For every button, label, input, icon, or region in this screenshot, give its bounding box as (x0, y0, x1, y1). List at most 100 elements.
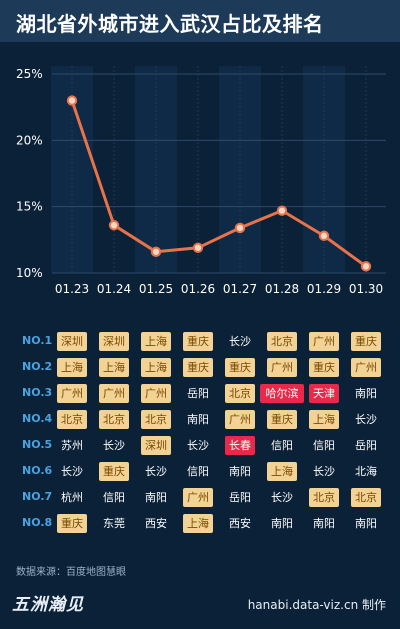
rank-cell: 广州 (183, 488, 213, 507)
rank-row: NO.2 上海 上海 上海 重庆 重庆 广州 重庆 广州 (0, 356, 400, 380)
line-chart: 10% 15% 20% 25% 01.23 01.24 01.25 01.26 01.27 01.… (16, 66, 386, 296)
rank-cell: 北京 (57, 410, 87, 429)
column-band (219, 66, 261, 273)
rank-label: NO.8 (22, 516, 53, 529)
rank-cell: 长沙 (103, 439, 125, 452)
rank-cell: 北京 (267, 332, 297, 351)
rank-cell: 重庆 (267, 410, 297, 429)
rank-cell: 上海 (57, 358, 87, 377)
rank-cell: 深圳 (57, 332, 87, 351)
rank-cell: 重庆 (225, 358, 255, 377)
x-tick-label: 01.28 (265, 282, 299, 296)
rank-cell: 深圳 (99, 332, 129, 351)
x-tick-label: 01.25 (139, 282, 173, 296)
rank-cell: 重庆 (309, 358, 339, 377)
y-tick-label: 25% (16, 67, 43, 81)
rank-cell: 信阳 (271, 439, 293, 452)
rank-label: NO.6 (22, 464, 53, 477)
rank-cell: 长沙 (229, 335, 251, 348)
series-line (70, 99, 368, 268)
rank-cell: 西安 (229, 517, 251, 530)
data-point (276, 205, 288, 216)
rank-cell: 上海 (183, 514, 213, 533)
rank-cell: 广州 (99, 384, 129, 403)
rank-cell: 重庆 (99, 462, 129, 481)
x-tick-label: 01.24 (97, 282, 131, 296)
data-point (318, 230, 330, 242)
rank-cell: 南阳 (187, 413, 209, 426)
rank-label: NO.3 (22, 386, 53, 399)
rank-cell: 信阳 (313, 439, 335, 452)
rank-row: NO.1 深圳 深圳 上海 重庆 长沙 北京 广州 重庆 (0, 330, 400, 354)
rank-cell: 重庆 (183, 358, 213, 377)
rank-label: NO.4 (22, 412, 53, 425)
x-tick-label: 01.27 (223, 282, 257, 296)
rank-cell: 西安 (145, 517, 167, 530)
rank-row: NO.4 北京 北京 北京 南阳 广州 重庆 上海 长沙 (0, 408, 400, 432)
rank-cell: 广州 (309, 332, 339, 351)
rank-cell: 南阳 (271, 517, 293, 530)
rank-cell: 广州 (351, 358, 381, 377)
data-point (360, 261, 372, 272)
rank-label: NO.5 (22, 438, 53, 451)
rank-cell: 重庆 (351, 332, 381, 351)
rank-label: NO.7 (22, 490, 53, 503)
rank-cell: 岳阳 (229, 491, 251, 504)
rank-row: NO.6 长沙 重庆 长沙 信阳 南阳 上海 长沙 北海 (0, 460, 400, 484)
rank-cell: 天津 (309, 384, 339, 403)
rank-cell: 广州 (141, 384, 171, 403)
rank-cell: 上海 (309, 410, 339, 429)
rank-row: NO.8 重庆 东莞 西安 上海 西安 南阳 南阳 南阳 (0, 512, 400, 536)
rank-cell: 苏州 (61, 439, 83, 452)
data-point (66, 95, 78, 106)
rank-cell: 长沙 (313, 465, 335, 478)
rank-cell: 长沙 (271, 491, 293, 504)
rank-row: NO.3 广州 广州 广州 岳阳 北京 哈尔滨 天津 南阳 (0, 382, 400, 406)
rank-cell: 岳阳 (355, 439, 377, 452)
rank-cell: 南阳 (313, 517, 335, 530)
rank-cell: 上海 (99, 358, 129, 377)
rank-cell: 北京 (351, 488, 381, 507)
rank-cell: 上海 (141, 358, 171, 377)
column-band (303, 66, 345, 273)
y-tick-label: 10% (16, 266, 43, 280)
rank-cell: 北海 (355, 465, 377, 478)
rank-cell: 北京 (309, 488, 339, 507)
rank-cell: 广州 (267, 358, 297, 377)
rank-cell: 杭州 (61, 491, 83, 504)
rank-cell: 上海 (267, 462, 297, 481)
rank-cell: 广州 (57, 384, 87, 403)
rank-cell: 信阳 (103, 491, 125, 504)
header-bar: 湖北省外城市进入武汉占比及排名 (0, 0, 400, 42)
data-point (192, 242, 204, 253)
credit-text: hanabi.data-viz.cn 制作 (247, 598, 386, 612)
data-point (108, 220, 120, 231)
x-tick-label: 01.30 (349, 282, 383, 296)
brand-logo: 五洲瀚见 (12, 595, 84, 615)
rank-cell: 南阳 (145, 491, 167, 504)
rank-cell: 北京 (141, 410, 171, 429)
rank-cell: 长沙 (145, 465, 167, 478)
rank-cell: 南阳 (355, 387, 377, 400)
rank-cell: 北京 (225, 384, 255, 403)
rank-cell: 长沙 (355, 413, 377, 426)
rank-cell: 南阳 (355, 517, 377, 530)
rank-cell: 哈尔滨 (260, 384, 304, 403)
rank-cell: 北京 (99, 410, 129, 429)
rank-row: NO.7 杭州 信阳 南阳 广州 岳阳 长沙 北京 北京 (0, 486, 400, 510)
x-tick-label: 01.29 (307, 282, 341, 296)
rank-cell: 重庆 (57, 514, 87, 533)
rank-cell: 长春 (225, 436, 255, 455)
rank-cell: 长沙 (187, 439, 209, 452)
y-tick-label: 20% (16, 133, 43, 147)
rank-cell: 信阳 (187, 465, 209, 478)
y-tick-label: 15% (16, 200, 43, 214)
rank-cell: 东莞 (103, 517, 125, 530)
page-title: 湖北省外城市进入武汉占比及排名 (16, 12, 324, 36)
x-tick-label: 01.23 (55, 282, 89, 296)
rank-cell: 上海 (141, 332, 171, 351)
data-point (234, 222, 246, 234)
rank-cell: 广州 (225, 410, 255, 429)
rank-cell: 岳阳 (187, 387, 209, 400)
rank-cell: 长沙 (61, 465, 83, 478)
